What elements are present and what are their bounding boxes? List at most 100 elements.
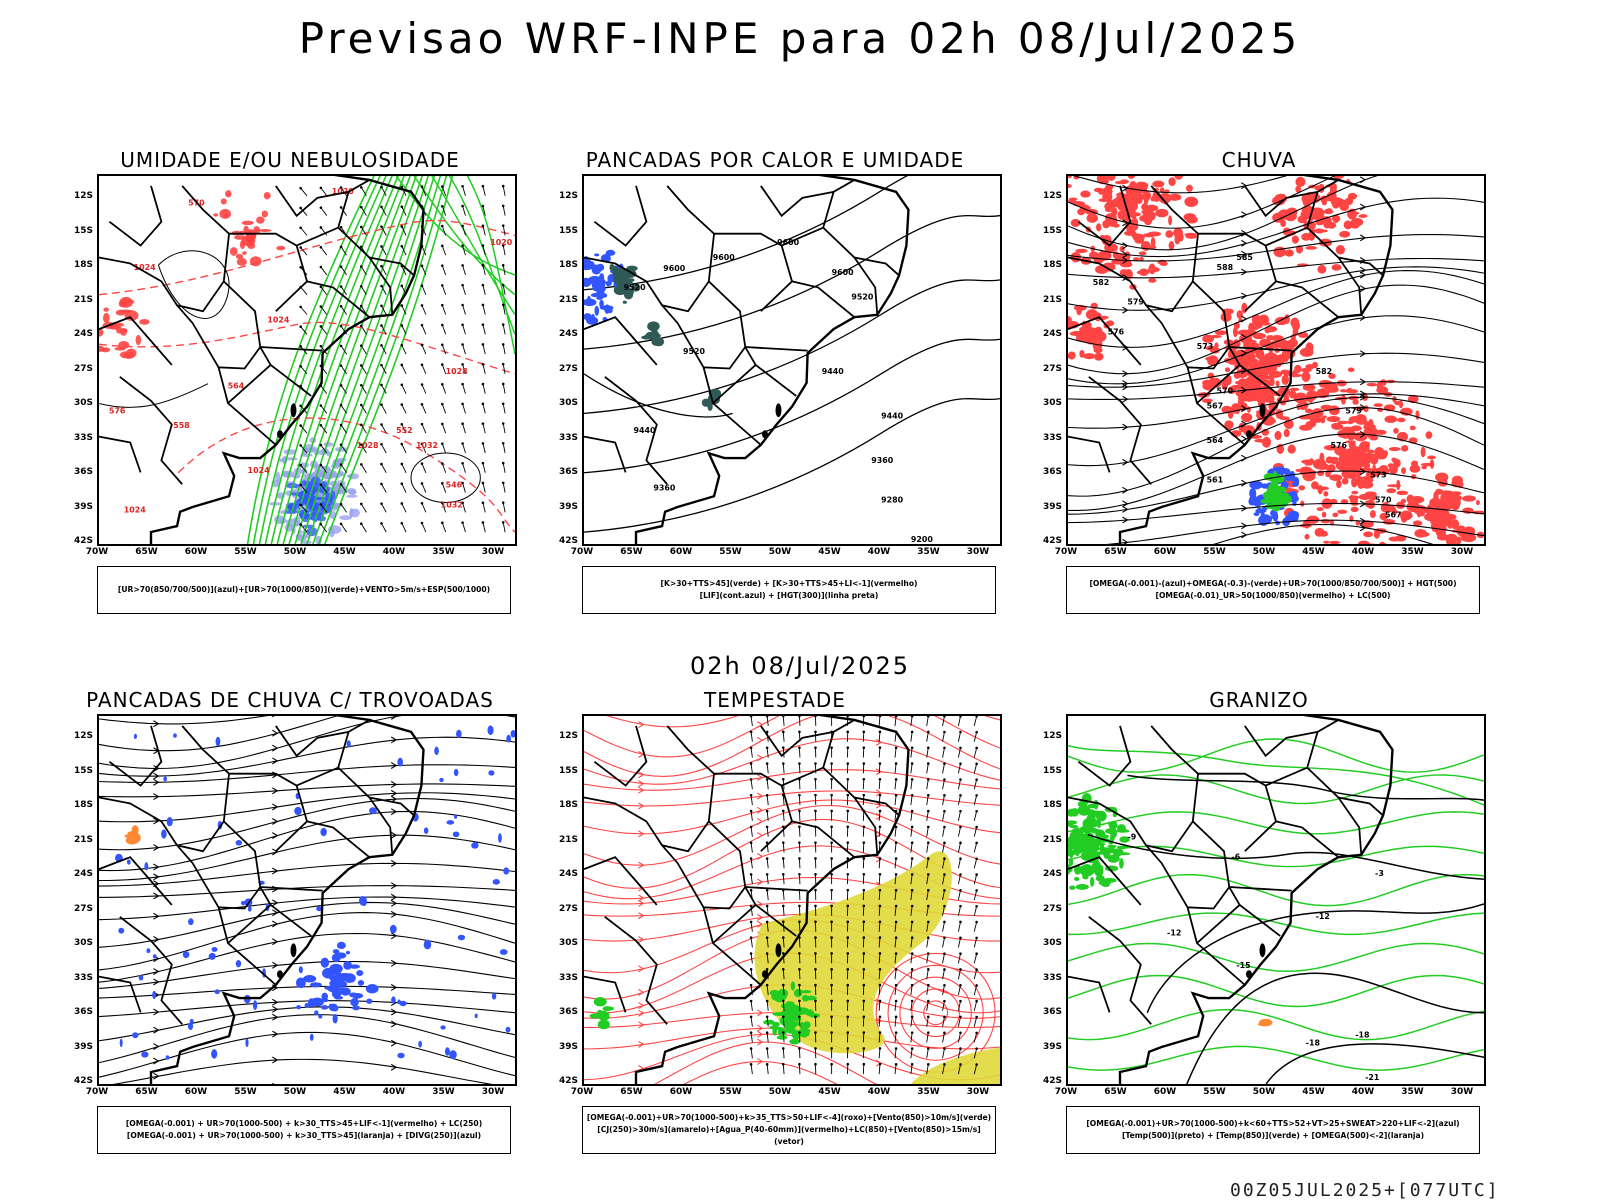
contour-label-1: -6 <box>1231 852 1240 861</box>
lat-tick-label: 12S <box>544 191 578 201</box>
lat-tick-label: 30S <box>59 398 93 408</box>
lon-tick-label: 60W <box>185 1087 207 1097</box>
lon-tick-label: 35W <box>917 1087 939 1097</box>
contour-label-5: 9520 <box>624 283 647 292</box>
trovoadas-border-6 <box>276 821 370 857</box>
lat-tick-label: 30S <box>544 398 578 408</box>
lat-tick-label: 15S <box>544 766 578 776</box>
lat-tick-label: 36S <box>544 1007 578 1017</box>
lat-tick-label: 27S <box>59 364 93 374</box>
contour-label-7: 9440 <box>822 367 845 376</box>
pancadas-calor-border-1 <box>704 281 761 445</box>
legend-line: [UR>70(850/700/500)](azul)+[UR>70(1000/8… <box>118 584 490 596</box>
contour-label-14: 570 <box>1375 495 1392 504</box>
legend-line: [OMEGA(-0.01)_UR>50(1000/850)(vermelho) … <box>1156 590 1391 602</box>
lon-tick-label: 30W <box>482 547 504 557</box>
contour-label-2: -3 <box>1375 869 1384 878</box>
lon-tick-label: 70W <box>571 1087 593 1097</box>
lon-tick-label: 65W <box>620 547 642 557</box>
pancadas-calor-border-11 <box>761 186 834 216</box>
lat-tick-label: 15S <box>59 766 93 776</box>
main-title: Previsao WRF-INPE para 02h 08/Jul/2025 <box>0 14 1600 63</box>
tempestade-lagoon-mirim <box>762 970 768 978</box>
contour-label-12: 576 <box>109 406 126 415</box>
contour-label-1: 585 <box>1236 253 1253 262</box>
lat-tick-label: 30S <box>1028 938 1062 948</box>
legend-line: [OMEGA(-0.001)-(azul)+OMEGA(-0.3)-(verde… <box>1089 578 1456 590</box>
lon-tick-label: 50W <box>284 1087 306 1097</box>
contour-label-6: 1028 <box>357 441 380 450</box>
lat-tick-label: 30S <box>544 938 578 948</box>
lon-tick-label: 55W <box>719 1087 741 1097</box>
lon-tick-label: 35W <box>432 1087 454 1097</box>
legend-box: [OMEGA(-0.001)+UR>70(1000-500)+k<60+TTS>… <box>1066 1106 1480 1154</box>
lat-tick-label: 36S <box>59 467 93 477</box>
contour-label-3: 9600 <box>663 264 686 273</box>
lat-tick-label: 12S <box>544 731 578 741</box>
trovoadas-lagoon <box>291 943 297 957</box>
umidade-border-1 <box>219 281 276 445</box>
lon-tick-label: 30W <box>967 547 989 557</box>
granizo-border-12 <box>1078 726 1130 786</box>
lat-tick-label: 24S <box>544 329 578 339</box>
lon-tick-label: 50W <box>1253 1087 1275 1097</box>
chuva-border-3 <box>1146 305 1188 367</box>
temp850-green-dense <box>1068 793 1130 890</box>
lat-tick-label: 24S <box>544 869 578 879</box>
lat-tick-label: 15S <box>1028 226 1062 236</box>
lon-tick-label: 40W <box>383 1087 405 1097</box>
lat-tick-label: 18S <box>544 800 578 810</box>
map-canvas: -9-6-3-12-12-15-18-18-21 <box>1068 716 1484 1084</box>
lon-tick-label: 45W <box>818 547 840 557</box>
lon-tick-label: 60W <box>1154 1087 1176 1097</box>
pancadas-calor-lagoon <box>776 403 782 417</box>
red-speckles-west <box>99 297 150 359</box>
contour-label-11: 579 <box>1345 406 1362 415</box>
lon-tick-label: 70W <box>86 547 108 557</box>
lon-tick-label: 60W <box>1154 547 1176 557</box>
granizo-border-4 <box>1240 905 1281 936</box>
lon-tick-label: 65W <box>1104 1087 1126 1097</box>
lat-tick-label: 21S <box>544 295 578 305</box>
lat-tick-label: 39S <box>1028 502 1062 512</box>
lon-tick-label: 55W <box>1203 547 1225 557</box>
lat-tick-label: 18S <box>1028 260 1062 270</box>
panel-title: PANCADAS DE CHUVA C/ TROVOADAS <box>55 688 525 712</box>
lon-tick-label: 45W <box>1302 1087 1324 1097</box>
contour-label-6: -18 <box>1355 1031 1370 1040</box>
contour-label-8: -21 <box>1365 1073 1379 1082</box>
chuva-lagoon <box>1260 403 1266 417</box>
pancadas-calor-border-4 <box>756 365 797 396</box>
lon-tick-label: 70W <box>1055 547 1077 557</box>
valid-time-title: 02h 08/Jul/2025 <box>0 652 1600 680</box>
legend-line: [K>30+TTS>45](verde) + [K>30+TTS>45+LI<-… <box>660 578 917 590</box>
lon-tick-label: 30W <box>1451 547 1473 557</box>
legend-box: [OMEGA(-0.001)-(azul)+OMEGA(-0.3)-(verde… <box>1066 566 1480 614</box>
lon-tick-label: 50W <box>769 547 791 557</box>
contour-label-1: 9600 <box>713 253 736 262</box>
map-canvas: 9600960096009600952095209520944094409440… <box>584 176 1000 544</box>
legend-box: [OMEGA(-0.001)+UR>70(1000-500)+k>35_TTS>… <box>582 1106 996 1154</box>
contour-label-15: 567 <box>1385 510 1402 519</box>
lat-tick-label: 27S <box>59 904 93 914</box>
legend-line: [OMEGA(-0.001)+UR>70(1000-500)+k<60+TTS>… <box>1086 1118 1459 1130</box>
contour-label-4: -12 <box>1167 929 1181 938</box>
umidade-lagoon <box>291 403 297 417</box>
contour-label-6: 570 <box>1217 387 1234 396</box>
contour-label-13: 9200 <box>911 535 934 544</box>
trovoadas-border-14 <box>120 917 182 1024</box>
lat-tick-label: 24S <box>1028 869 1062 879</box>
pancadas-calor-border-12 <box>594 186 646 246</box>
lon-tick-label: 65W <box>1104 547 1126 557</box>
lat-tick-label: 18S <box>59 260 93 270</box>
legend-line: [Temp(500)](preto) + [Temp(850)](verde) … <box>1122 1130 1424 1142</box>
lon-tick-label: 55W <box>234 547 256 557</box>
lon-tick-label: 70W <box>1055 1087 1077 1097</box>
wind850-green-spot <box>590 997 615 1029</box>
trovoadas-border-4 <box>271 905 312 936</box>
panel-title: PANCADAS POR CALOR E UMIDADE <box>540 148 1010 172</box>
contour-label-11: 9360 <box>653 484 676 493</box>
